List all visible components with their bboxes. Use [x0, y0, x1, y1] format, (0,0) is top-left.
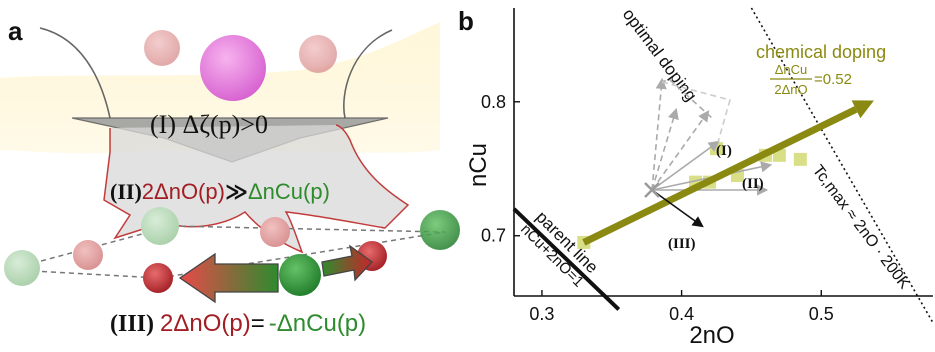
faint-oxygen-atom [144, 30, 180, 66]
x-tick-label: 0.4 [669, 304, 694, 324]
copper-atom [279, 254, 321, 296]
origin-marker [644, 182, 660, 198]
panel-a-label: a [8, 16, 23, 46]
y-tick-label: 0.8 [481, 92, 506, 112]
step3-text: (III) 2ΔnO(p)= -ΔnCu(p) [110, 310, 366, 337]
step2-region [103, 124, 410, 254]
lattice-line [14, 269, 161, 279]
lattice-line [171, 225, 446, 233]
oxygen-atom [143, 263, 173, 293]
vector-label-i: (I) [716, 143, 732, 159]
x-tick-label: 0.3 [529, 304, 554, 324]
optimal-doping-line [750, 7, 934, 324]
charge-transfer-arrow-left [178, 252, 279, 304]
parent-line [512, 207, 621, 311]
charge-transfer-arrow-right [321, 244, 373, 282]
y-tick-label: 0.7 [481, 226, 506, 246]
x-tick-label: 0.5 [809, 304, 834, 324]
faint-oxygen-atom [299, 35, 337, 73]
faint-copper-atom [4, 250, 40, 286]
panel-a: a (I) Δζ(p)>0 (II)2ΔnO(p)≫ΔnCu(p) (III) 2… [0, 16, 460, 337]
funnel-outline [343, 29, 393, 119]
vector-label-iii: (III) [668, 236, 696, 252]
chemical-doping-arrow [582, 106, 858, 246]
vector-label-ii: (II) [742, 176, 764, 192]
optimal-doping-label: optimal doping [619, 5, 701, 105]
step2-text: (II)2ΔnO(p)≫ΔnCu(p) [110, 179, 330, 204]
gray-vectors [651, 77, 773, 196]
panel-b-label: b [458, 6, 474, 36]
faint-oxygen-atom [260, 217, 290, 247]
ratio-denominator: 2ΔnO [774, 82, 807, 97]
tc-max-label: Tc,max ≈ 2nO · 200K [809, 162, 913, 292]
data-point [793, 152, 807, 166]
x-axis-label: 2nO [689, 322, 734, 349]
panel-b: b 0.3 0.4 0.5 0.7 0.8 nCu 2nO optimal doping… [458, 5, 934, 349]
vector-iii [651, 189, 704, 228]
copper-atom [420, 210, 460, 250]
dopant-atom [200, 35, 266, 101]
chemical-doping-label: chemical doping [756, 42, 886, 62]
chemical-doping-arrowhead [851, 100, 874, 119]
ratio-value: =0.52 [814, 71, 852, 88]
funnel-outline [39, 27, 111, 119]
ratio-numerator: ΔnCu [775, 62, 808, 77]
y-axis-label: nCu [465, 143, 492, 187]
step1-text: (I) Δζ(p)>0 [150, 110, 268, 139]
faint-copper-atom [141, 207, 179, 245]
faint-oxygen-atom [73, 240, 103, 270]
